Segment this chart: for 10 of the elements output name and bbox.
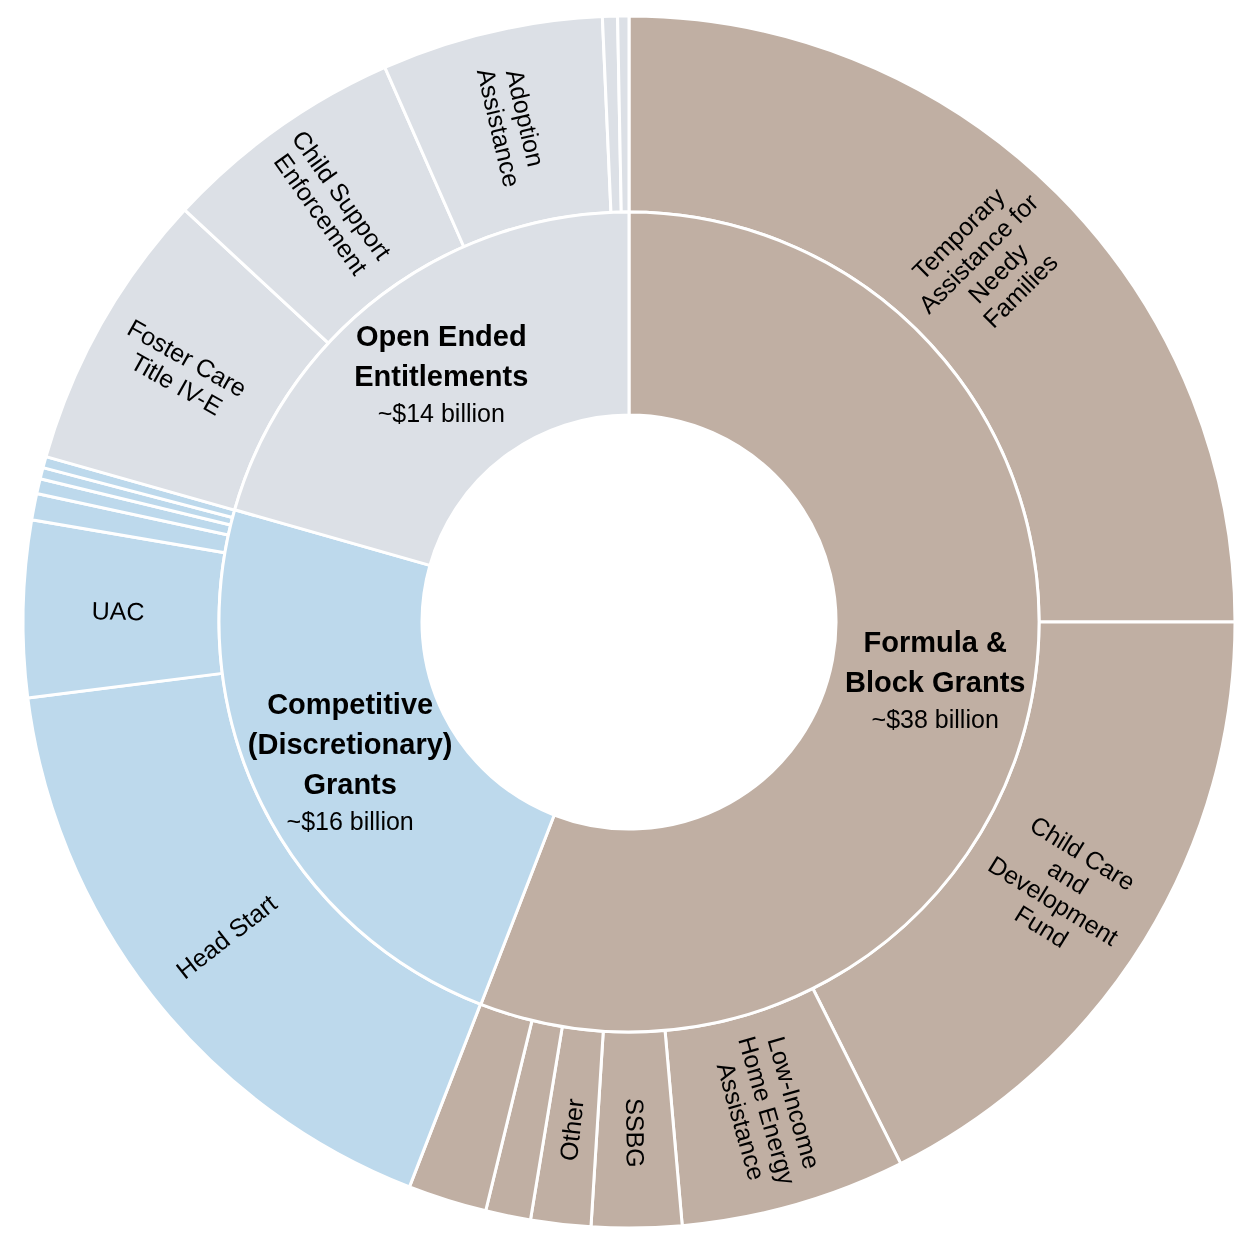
slice-label: SSBG [620,1098,650,1168]
data-label: ~$14 billion [377,399,505,428]
slice-label: Adoption Assistance [471,65,553,190]
data-label: ~$38 billion [871,705,999,734]
slice-label: UAC [91,596,145,626]
slice-label: Other [553,1097,589,1163]
slice-label: Open Ended Entitlements [354,320,529,393]
slice-label: Formula & Block Grants [844,626,1026,699]
data-label: ~$16 billion [286,806,414,835]
slice-label: Competitive (Discretionary) Grants [247,687,453,800]
